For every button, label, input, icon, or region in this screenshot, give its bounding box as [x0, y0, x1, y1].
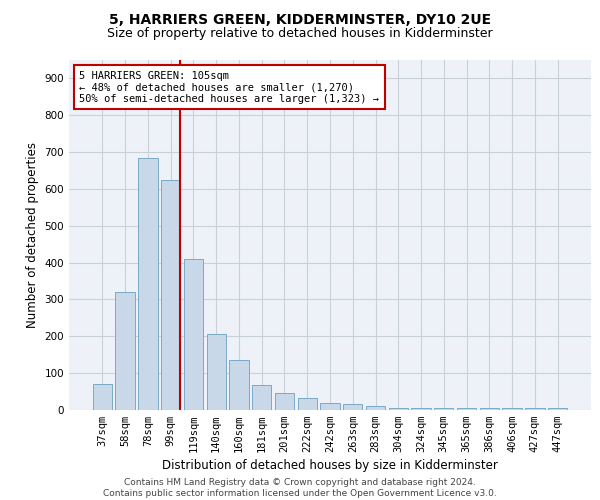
- Text: 5 HARRIERS GREEN: 105sqm
← 48% of detached houses are smaller (1,270)
50% of sem: 5 HARRIERS GREEN: 105sqm ← 48% of detach…: [79, 70, 379, 104]
- Bar: [298, 398, 317, 410]
- Bar: [320, 402, 340, 410]
- Bar: [434, 408, 454, 410]
- Bar: [343, 404, 362, 410]
- Bar: [502, 408, 522, 410]
- Bar: [548, 408, 567, 410]
- Text: Contains HM Land Registry data © Crown copyright and database right 2024.
Contai: Contains HM Land Registry data © Crown c…: [103, 478, 497, 498]
- Bar: [115, 292, 135, 410]
- Bar: [479, 408, 499, 410]
- Bar: [275, 394, 294, 410]
- Bar: [93, 384, 112, 410]
- Bar: [252, 385, 271, 410]
- X-axis label: Distribution of detached houses by size in Kidderminster: Distribution of detached houses by size …: [162, 460, 498, 472]
- Bar: [206, 334, 226, 410]
- Bar: [229, 360, 248, 410]
- Text: 5, HARRIERS GREEN, KIDDERMINSTER, DY10 2UE: 5, HARRIERS GREEN, KIDDERMINSTER, DY10 2…: [109, 12, 491, 26]
- Bar: [184, 259, 203, 410]
- Bar: [366, 406, 385, 410]
- Y-axis label: Number of detached properties: Number of detached properties: [26, 142, 39, 328]
- Text: Size of property relative to detached houses in Kidderminster: Size of property relative to detached ho…: [107, 28, 493, 40]
- Bar: [457, 408, 476, 410]
- Bar: [138, 158, 158, 410]
- Bar: [389, 408, 408, 410]
- Bar: [161, 180, 181, 410]
- Bar: [412, 408, 431, 410]
- Bar: [525, 408, 545, 410]
